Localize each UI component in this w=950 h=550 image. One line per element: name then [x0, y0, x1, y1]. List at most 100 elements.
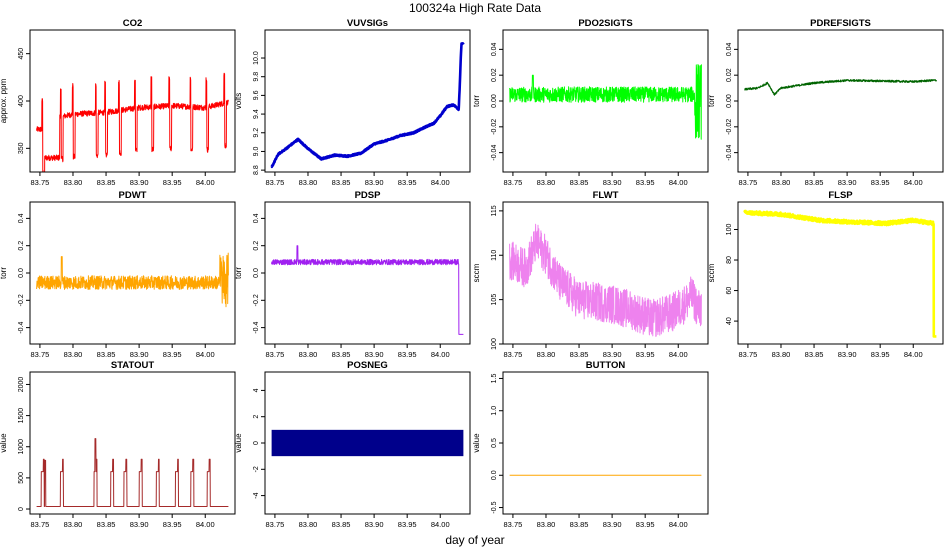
y-tick-label: -0.04 [726, 145, 733, 161]
x-tick-label: 83.95 [398, 520, 417, 529]
y-tick-label: -0.4 [18, 321, 25, 333]
y-axis-label: approx. ppm [0, 78, 8, 123]
x-tick-label: 83.95 [398, 178, 417, 187]
panel-pdo2sigts: PDO2SIGTS torr -0.04 -0.02 0.00 0.02 0.04 83.75… [472, 18, 709, 187]
panel-flwt: FLWT sccm 100 105 110 115 83.75 83.80 83.85 83.90… [472, 190, 709, 359]
y-tick-label: 0.00 [726, 94, 733, 108]
panel-flsp: FLSP sccm 40 60 80 100 83.75 83.80 83.85 83.90 83.… [707, 190, 944, 359]
plot-frame [737, 29, 944, 173]
y-tick-label: 9.6 [253, 90, 260, 100]
series-line [509, 223, 702, 337]
series-line [744, 79, 937, 96]
x-tick-label: 83.75 [739, 350, 758, 359]
y-tick-label: 4 [253, 388, 260, 392]
x-tick-label: 83.85 [805, 350, 824, 359]
y-tick-label: 100 [491, 338, 498, 350]
y-tick-label: 80 [726, 256, 733, 264]
y-tick-label: -0.2 [18, 294, 25, 306]
x-tick-label: 83.75 [504, 178, 523, 187]
x-tick-label: 83.90 [130, 178, 149, 187]
x-tick-label: 83.75 [504, 350, 523, 359]
plot-frame [264, 29, 471, 173]
panel-co2: CO2 approx. ppm 350 400 450 83.75 83.80 83.85 83… [0, 18, 236, 187]
series-line [743, 209, 938, 338]
panel-vuvsigs: VUVSIGs volts 8.8 9.0 9.2 9.4 9.6 9.8 10.0 83.75 8… [234, 18, 471, 187]
plot-area [509, 223, 702, 337]
y-tick-label: 0 [18, 507, 25, 511]
panel-title: PDO2SIGTS [578, 18, 632, 29]
x-tick-label: 83.90 [603, 178, 622, 187]
plot-area [744, 79, 937, 96]
panel-title: FLSP [828, 190, 853, 201]
y-tick-label: 1.0 [491, 406, 498, 416]
x-tick-label: 84.00 [431, 178, 450, 187]
panel-button: BUTTON value -0.5 0.0 0.5 1.0 1.5 83.75 83.80 83.… [472, 360, 709, 529]
panel-pdwt: PDWT torr -0.4 -0.2 0.0 0.2 0.4 83.75 83.80 83.85… [0, 190, 236, 359]
panel-title: BUTTON [586, 360, 626, 371]
plot-frame [29, 371, 236, 515]
y-tick-label: 115 [491, 205, 498, 216]
x-tick-label: 83.95 [398, 350, 417, 359]
x-tick-label: 83.80 [64, 178, 83, 187]
x-tick-label: 83.85 [570, 520, 589, 529]
y-axis-label: value [472, 433, 481, 453]
x-tick-label: 83.95 [871, 178, 890, 187]
y-axis-label: torr [707, 95, 716, 107]
x-tick-label: 84.00 [904, 178, 923, 187]
x-tick-label: 83.85 [97, 350, 116, 359]
y-tick-label: -0.04 [491, 145, 498, 161]
x-tick-label: 83.85 [570, 350, 589, 359]
y-tick-label: 105 [491, 294, 498, 306]
x-tick-label: 83.85 [332, 178, 351, 187]
y-tick-label: 60 [726, 287, 733, 295]
x-tick-label: 83.80 [772, 178, 791, 187]
x-tick-label: 83.90 [365, 350, 384, 359]
x-tick-label: 83.75 [31, 350, 50, 359]
series-line [271, 245, 464, 335]
x-tick-label: 83.85 [332, 520, 351, 529]
x-tick-label: 83.95 [636, 520, 655, 529]
page-title: 100324a High Rate Data [409, 1, 541, 15]
y-tick-label: 450 [18, 48, 25, 60]
x-tick-label: 84.00 [669, 178, 688, 187]
x-tick-label: 83.75 [266, 520, 285, 529]
x-tick-label: 83.90 [130, 350, 149, 359]
x-tick-label: 83.75 [504, 520, 523, 529]
panel-title: POSNEG [347, 360, 388, 371]
x-axis-label: day of year [445, 533, 504, 547]
y-tick-label: 0.02 [726, 68, 733, 82]
y-tick-label: -0.5 [491, 501, 498, 513]
y-tick-label: 500 [18, 472, 25, 484]
y-tick-label: 350 [18, 142, 25, 154]
x-tick-label: 84.00 [196, 178, 215, 187]
y-tick-label: -2 [253, 466, 260, 472]
x-tick-label: 83.85 [97, 520, 116, 529]
x-tick-label: 84.00 [669, 350, 688, 359]
x-tick-label: 84.00 [196, 520, 215, 529]
series-line [509, 64, 702, 140]
plot-frame [737, 201, 944, 345]
y-tick-label: 40 [726, 317, 733, 325]
x-tick-label: 83.85 [97, 178, 116, 187]
x-tick-label: 83.80 [299, 350, 318, 359]
y-tick-label: 9.2 [253, 128, 260, 138]
plot-frame [264, 201, 471, 345]
panel-statout: STATOUT value 0 500 1000 1500 2000 83.75 83.80 83… [0, 360, 236, 529]
y-axis-label: sccm [707, 263, 716, 282]
panel-title: VUVSIGs [347, 18, 388, 29]
x-tick-label: 83.90 [838, 350, 857, 359]
y-axis-label: value [234, 433, 243, 453]
y-tick-label: 0.5 [491, 438, 498, 448]
plot-area [743, 209, 938, 338]
y-tick-label: 10.0 [253, 51, 260, 65]
y-tick-label: -0.2 [253, 294, 260, 306]
plot-area [271, 429, 464, 457]
y-axis-label: volts [234, 93, 243, 109]
x-tick-label: 83.90 [603, 350, 622, 359]
x-tick-label: 83.90 [603, 520, 622, 529]
x-tick-label: 83.80 [537, 520, 556, 529]
x-tick-label: 83.75 [266, 350, 285, 359]
panel-title: PDSP [355, 190, 382, 201]
x-tick-label: 83.75 [266, 178, 285, 187]
